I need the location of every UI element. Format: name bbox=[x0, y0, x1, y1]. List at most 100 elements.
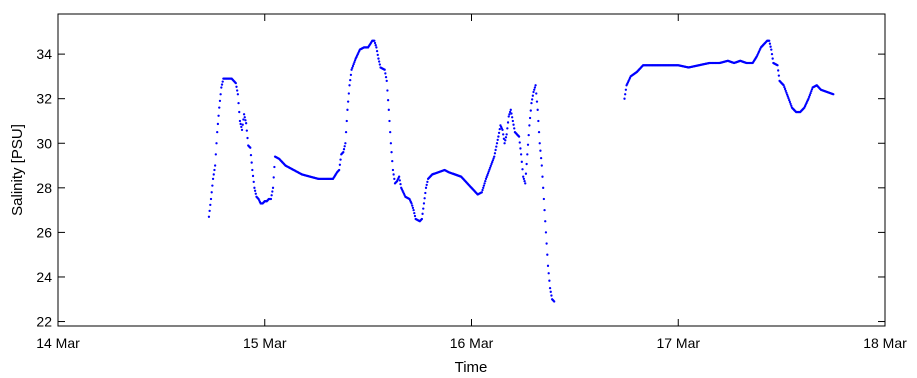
data-point bbox=[786, 95, 789, 98]
y-tick-label: 28 bbox=[36, 180, 52, 196]
data-point bbox=[522, 177, 526, 181]
data-point bbox=[216, 130, 219, 134]
data-point bbox=[338, 168, 341, 172]
data-point bbox=[810, 88, 814, 91]
data-point bbox=[213, 168, 216, 172]
data-point bbox=[219, 93, 222, 96]
data-point bbox=[532, 90, 535, 94]
data-point bbox=[272, 176, 275, 179]
data-point bbox=[528, 116, 532, 120]
data-point bbox=[624, 93, 627, 96]
data-point bbox=[490, 162, 493, 166]
data-point bbox=[549, 290, 552, 293]
data-point bbox=[352, 62, 355, 66]
data-point bbox=[497, 135, 500, 138]
data-point bbox=[538, 142, 541, 145]
data-point bbox=[502, 133, 505, 136]
data-point bbox=[211, 184, 214, 187]
data-point bbox=[526, 143, 530, 146]
data-point bbox=[502, 137, 506, 140]
data-point bbox=[544, 231, 548, 234]
data-point bbox=[553, 300, 556, 303]
data-point bbox=[491, 161, 494, 164]
data-point bbox=[518, 141, 521, 144]
data-point bbox=[522, 175, 525, 178]
data-point bbox=[243, 116, 246, 119]
data-point bbox=[353, 59, 357, 62]
plot-frame bbox=[57, 13, 886, 327]
data-point bbox=[410, 202, 413, 205]
data-point bbox=[269, 197, 273, 201]
data-point bbox=[344, 142, 347, 145]
data-point bbox=[346, 108, 349, 111]
data-point bbox=[384, 72, 387, 75]
data-point bbox=[497, 131, 501, 135]
data-point bbox=[209, 197, 213, 201]
x-tick-label: 14 Mar bbox=[36, 335, 80, 351]
data-point bbox=[491, 159, 495, 162]
data-point bbox=[785, 91, 788, 94]
data-point bbox=[788, 99, 791, 102]
data-point bbox=[520, 160, 523, 163]
data-point bbox=[271, 190, 274, 193]
data-point bbox=[217, 114, 220, 117]
data-point bbox=[252, 180, 255, 184]
data-point bbox=[784, 89, 787, 93]
data-point bbox=[339, 158, 342, 161]
y-tick-label: 32 bbox=[36, 91, 52, 107]
data-point bbox=[482, 184, 486, 187]
data-point bbox=[511, 119, 514, 123]
data-point bbox=[810, 90, 813, 93]
data-point bbox=[397, 175, 401, 178]
y-axis-title: Salinity [PSU] bbox=[9, 124, 26, 216]
data-point bbox=[487, 170, 490, 173]
data-point bbox=[420, 217, 424, 221]
data-point bbox=[511, 116, 514, 119]
data-point bbox=[524, 182, 527, 185]
data-point bbox=[238, 110, 241, 114]
data-point bbox=[387, 108, 390, 111]
data-point bbox=[236, 93, 240, 96]
data-point bbox=[544, 220, 547, 223]
data-point bbox=[508, 113, 511, 116]
data-point bbox=[492, 157, 495, 160]
data-point bbox=[519, 147, 522, 150]
data-point bbox=[273, 165, 276, 169]
data-point bbox=[537, 130, 541, 134]
data-point bbox=[768, 39, 771, 42]
data-point bbox=[509, 108, 512, 111]
data-point bbox=[220, 83, 224, 86]
data-point bbox=[423, 197, 426, 200]
data-point bbox=[392, 173, 395, 176]
data-point bbox=[378, 60, 381, 63]
data-point bbox=[385, 79, 388, 83]
data-point bbox=[505, 133, 508, 136]
data-point bbox=[421, 212, 424, 215]
data-point bbox=[807, 97, 810, 100]
data-point bbox=[533, 86, 537, 89]
data-point bbox=[512, 123, 515, 126]
data-point bbox=[234, 81, 237, 85]
data-point bbox=[482, 186, 485, 189]
data-point bbox=[495, 142, 499, 145]
data-point bbox=[508, 110, 512, 114]
data-point bbox=[343, 145, 346, 148]
data-point bbox=[483, 182, 486, 185]
data-point bbox=[484, 179, 487, 183]
data-point bbox=[486, 172, 490, 175]
data-point bbox=[353, 61, 356, 64]
data-point bbox=[498, 127, 501, 131]
data-point bbox=[216, 122, 220, 126]
data-point bbox=[540, 164, 543, 167]
data-point bbox=[349, 78, 352, 82]
y-tick-label: 30 bbox=[36, 135, 52, 151]
data-point bbox=[344, 130, 348, 134]
data-point bbox=[375, 46, 378, 49]
data-point bbox=[399, 182, 402, 186]
data-point bbox=[238, 119, 242, 123]
data-point bbox=[535, 92, 538, 95]
data-point bbox=[411, 206, 415, 210]
data-point bbox=[832, 93, 835, 96]
